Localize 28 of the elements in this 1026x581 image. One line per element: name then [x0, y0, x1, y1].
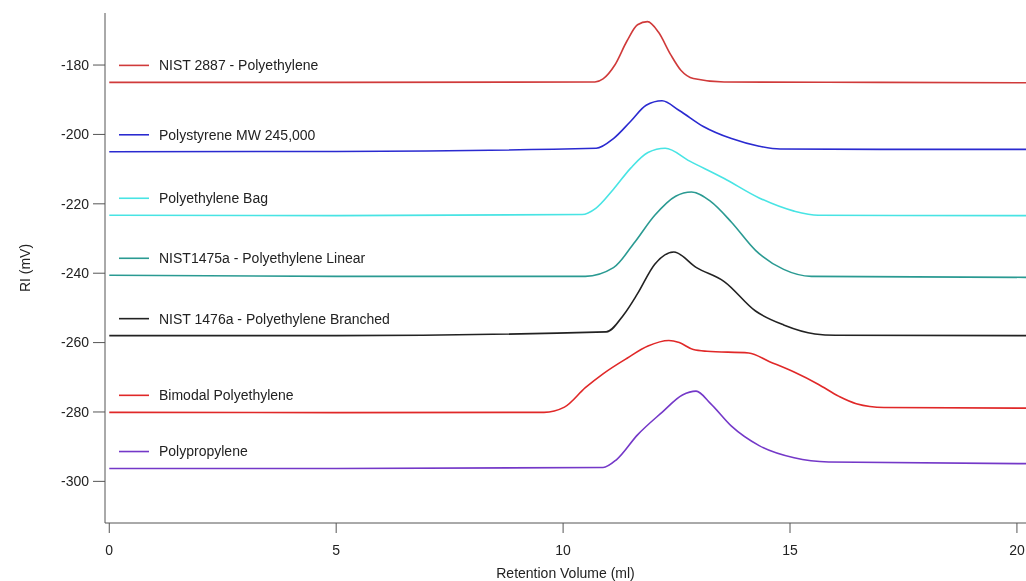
line-series — [108, 251, 1026, 337]
line-series — [108, 339, 1026, 414]
y-tick-label: -280 — [60, 403, 90, 420]
x-tick-label: 15 — [782, 542, 799, 558]
legend-label: Polyethylene Bag — [159, 190, 268, 207]
y-tick-label: -300 — [60, 473, 90, 490]
x-tick-label: 20 — [1009, 542, 1025, 558]
line-series — [108, 20, 1026, 84]
legend-label: NIST1475a - Polyethylene Linear — [159, 250, 366, 267]
y-tick-label: -260 — [60, 334, 90, 351]
x-tick-label: 10 — [555, 542, 572, 558]
x-axis-title: Retention Volume (ml) — [496, 565, 635, 581]
y-tick-label: -220 — [60, 195, 90, 212]
legend-label: Bimodal Polyethylene — [159, 387, 294, 404]
x-tick-label: 5 — [332, 542, 341, 558]
line-series — [108, 191, 1026, 279]
legend-label: Polypropylene — [159, 443, 248, 460]
y-tick-label: -180 — [60, 56, 90, 73]
legend-label: NIST 1476a - Polyethylene Branched — [159, 310, 390, 327]
legend-label: NIST 2887 - Polyethylene — [159, 57, 319, 74]
y-axis-title: RI (mV) — [17, 243, 33, 293]
line-series — [108, 147, 1026, 217]
line-series — [108, 390, 1026, 470]
y-tick-label: -240 — [60, 265, 90, 282]
legend-label: Polystyrene MW 245,000 — [159, 126, 316, 143]
y-tick-label: -200 — [60, 126, 90, 143]
line-series — [108, 99, 1026, 153]
x-tick-label: 0 — [105, 542, 114, 558]
